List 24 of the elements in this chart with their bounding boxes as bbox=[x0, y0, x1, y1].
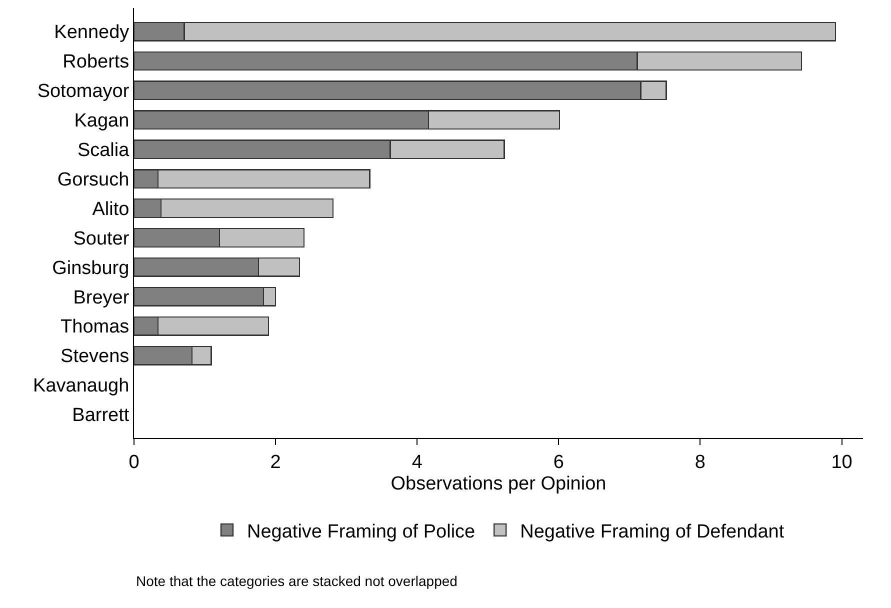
y-tick-label: Scalia bbox=[77, 140, 130, 162]
x-axis-title: Observations per Opinion bbox=[390, 474, 606, 495]
x-tick-label: 4 bbox=[412, 452, 423, 473]
y-tick-label: Kavanaugh bbox=[33, 376, 130, 397]
x-tick-label: 6 bbox=[553, 452, 564, 473]
x-tick-label: 10 bbox=[831, 452, 852, 473]
y-tick-label: Barrett bbox=[72, 405, 130, 426]
y-tick-label: Kennedy bbox=[54, 22, 130, 44]
y-tick-label: Stevens bbox=[60, 346, 130, 368]
y-tick-label: Kagan bbox=[74, 110, 130, 132]
y-tick-label: Thomas bbox=[60, 316, 130, 338]
y-tick-label: Sotomayor bbox=[37, 81, 130, 102]
x-tick-label: 0 bbox=[128, 452, 140, 473]
y-tick-label: Souter bbox=[73, 228, 130, 250]
y-tick-label: Gorsuch bbox=[57, 169, 130, 190]
y-tick-label: Breyer bbox=[73, 287, 130, 308]
y-tick-label: Roberts bbox=[62, 52, 130, 73]
legend-label: Negative Framing of Defendant bbox=[520, 521, 785, 542]
y-tick-label: Alito bbox=[92, 198, 130, 220]
legend-label: Negative Framing of Police bbox=[247, 521, 476, 542]
x-tick-label: 8 bbox=[694, 452, 706, 473]
text: Note that the categories are stacked not overlapped bbox=[136, 573, 458, 589]
y-tick-label: Ginsburg bbox=[52, 258, 130, 279]
x-tick-label: 2 bbox=[270, 452, 281, 473]
